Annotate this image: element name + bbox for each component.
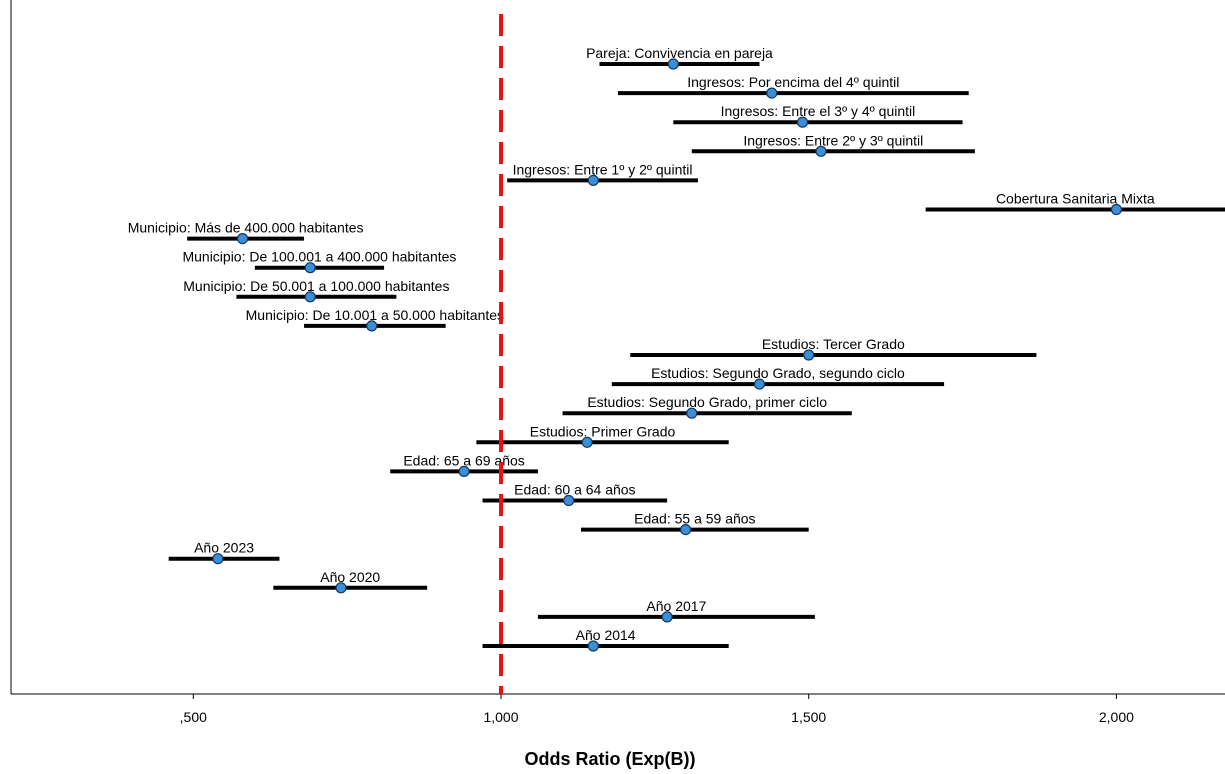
odds-ratio-point [661, 611, 673, 623]
odds-ratio-point [803, 349, 815, 361]
estimate-row: Municipio: De 100.001 a 400.000 habitant… [182, 249, 456, 274]
row-label: Municipio: Más de 400.000 habitantes [128, 220, 364, 236]
estimate-row: Municipio: De 50.001 a 100.000 habitante… [183, 278, 449, 303]
odds-ratio-point [236, 233, 249, 245]
odds-ratio-point [587, 640, 599, 652]
estimate-row: Edad: 55 a 59 años [581, 511, 809, 536]
estimate-row: Municipio: Más de 400.000 habitantes [128, 220, 364, 245]
x-tick-label: 1,500 [791, 709, 826, 725]
row-label: Cobertura Sanitaria Mixta [996, 191, 1155, 207]
estimate-row: Año 2023 [168, 540, 280, 565]
estimate-rows: Pareja: Convivencia en pareja Ingresos: P… [128, 45, 1225, 652]
odds-ratio-point [680, 523, 692, 536]
estimate-row: Ingresos: Entre 1º y 2º quintil [507, 161, 698, 186]
estimate-row: Ingresos: Por encima del 4º quintil [617, 74, 969, 99]
odds-ratio-point [667, 58, 679, 70]
row-label: Ingresos: Entre 1º y 2º quintil [513, 161, 693, 177]
odds-ratio-point [458, 465, 470, 477]
odds-ratio-point [563, 494, 575, 507]
row-label: Estudios: Tercer Grado [762, 336, 905, 352]
estimate-row: Ingresos: Entre el 3º y 4º quintil [673, 103, 963, 128]
row-label: Edad: 60 a 64 años [514, 482, 635, 498]
row-label: Municipio: De 100.001 a 400.000 habitant… [182, 249, 456, 265]
estimate-row: Estudios: Tercer Grado [630, 336, 1037, 361]
x-tick-label: 1,000 [483, 709, 518, 725]
x-axis-title: Odds Ratio (Exp(B)) [525, 749, 696, 769]
odds-ratio-point [1110, 203, 1123, 216]
odds-ratio-point [304, 262, 316, 274]
estimate-row: Edad: 65 a 69 años [390, 452, 538, 477]
estimate-row: Ingresos: Entre 2º y 3º quintil [691, 132, 975, 157]
estimate-row: Cobertura Sanitaria Mixta [925, 191, 1225, 216]
row-label: Año 2014 [576, 627, 636, 643]
row-label: Municipio: De 50.001 a 100.000 habitante… [183, 278, 449, 294]
odds-ratio-point [796, 116, 809, 128]
row-label: Estudios: Segundo Grado, segundo ciclo [651, 365, 905, 381]
row-label: Año 2020 [320, 569, 380, 585]
estimate-row: Año 2020 [273, 569, 428, 594]
estimate-row: Estudios: Primer Grado [476, 423, 729, 448]
odds-ratio-point [366, 320, 378, 332]
estimate-row: Estudios: Segundo Grado, segundo ciclo [611, 365, 945, 390]
row-label: Pareja: Convivencia en pareja [586, 45, 773, 61]
estimate-row: Municipio: De 10.001 a 50.000 habitantes [246, 307, 504, 332]
estimate-row: Año 2014 [482, 627, 729, 652]
estimate-row: Edad: 60 a 64 años [482, 482, 668, 507]
row-label: Año 2017 [646, 598, 706, 614]
x-tick-label: 2,000 [1099, 709, 1134, 725]
estimate-row: Pareja: Convivencia en pareja [586, 45, 773, 70]
odds-ratio-point [766, 87, 778, 99]
row-label: Ingresos: Entre el 3º y 4º quintil [721, 103, 916, 119]
x-tick-label: ,500 [180, 709, 207, 725]
odds-ratio-point [581, 436, 593, 448]
odds-ratio-point [304, 291, 316, 303]
odds-ratio-point [335, 582, 347, 594]
row-label: Ingresos: Entre 2º y 3º quintil [743, 132, 923, 148]
row-label: Edad: 65 a 69 años [403, 452, 524, 468]
row-label: Municipio: De 10.001 a 50.000 habitantes [246, 307, 504, 323]
estimate-row: Estudios: Segundo Grado, primer ciclo [562, 394, 852, 419]
odds-ratio-point [686, 407, 698, 419]
odds-ratio-point [815, 145, 827, 157]
odds-ratio-point [753, 378, 766, 390]
odds-ratio-point [212, 553, 224, 565]
row-label: Año 2023 [194, 540, 254, 556]
estimate-row: Año 2017 [537, 598, 815, 623]
row-label: Estudios: Segundo Grado, primer ciclo [587, 394, 827, 410]
odds-ratio-point [587, 174, 599, 186]
row-label: Ingresos: Por encima del 4º quintil [687, 74, 899, 90]
row-label: Edad: 55 a 59 años [634, 511, 755, 527]
x-axis-ticks: ,500 1,000 1,500 2,000 [180, 694, 1134, 725]
row-label: Estudios: Primer Grado [530, 423, 676, 439]
